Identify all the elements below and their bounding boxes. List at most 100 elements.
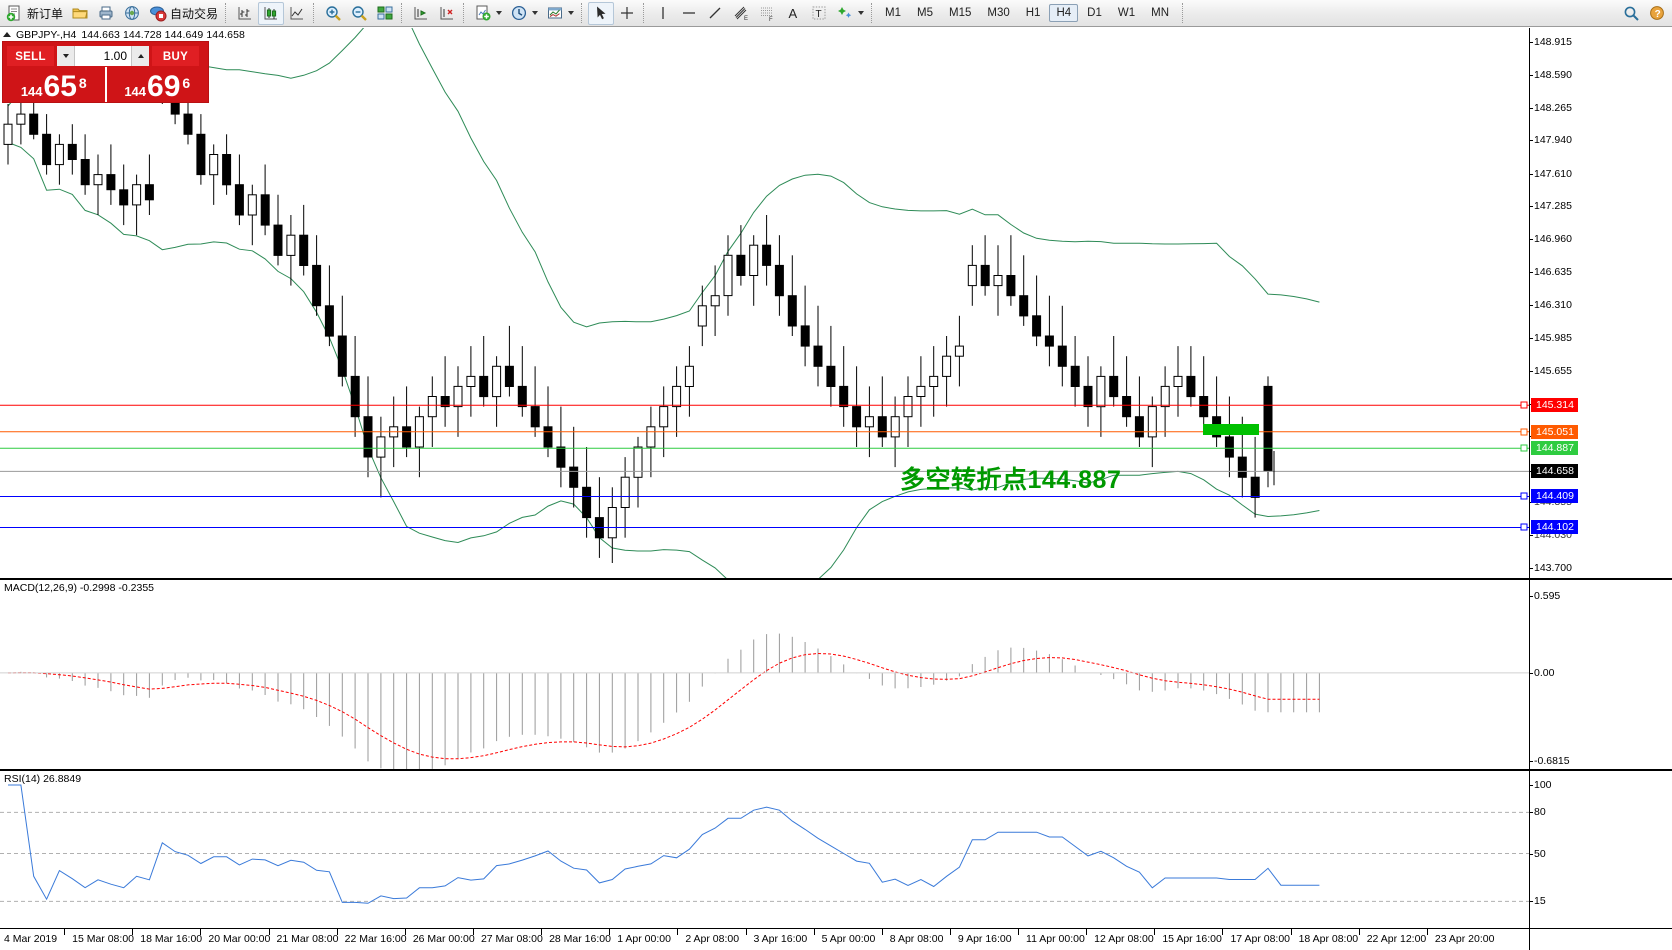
price-level-tag[interactable]: 145.051 — [1531, 424, 1578, 439]
time-tick-label: 27 Mar 08:00 — [480, 933, 543, 945]
sell-price-main: 65 — [43, 70, 77, 103]
zoom-in-button[interactable] — [320, 2, 346, 25]
help-icon: ? — [1648, 4, 1666, 22]
volume-dropdown-button[interactable] — [57, 46, 75, 66]
templates-button[interactable] — [542, 2, 578, 25]
bar-chart-button[interactable] — [232, 2, 258, 25]
price-tick: 147.940 — [1530, 134, 1572, 147]
timeframe-d1[interactable]: D1 — [1087, 7, 1102, 19]
time-tick-label: 23 Apr 20:00 — [1434, 933, 1495, 945]
vertical-line-button[interactable] — [650, 2, 676, 25]
sell-price-block[interactable]: 144 65 8 — [3, 67, 107, 102]
price-level-handle[interactable] — [1520, 492, 1528, 500]
price-tick: 146.310 — [1530, 298, 1572, 311]
time-tick-label: 18 Apr 08:00 — [1298, 933, 1359, 945]
price-level-handle[interactable] — [1520, 401, 1528, 409]
chevron-down-icon[interactable] — [568, 11, 575, 15]
price-level-handle[interactable] — [1520, 523, 1528, 531]
line-chart-button[interactable] — [284, 2, 310, 25]
timeframe-h1[interactable]: H1 — [1025, 7, 1041, 19]
globe-button[interactable] — [119, 2, 145, 25]
one-click-trade-panel[interactable]: SELL 1.00 BUY 144 65 8 144 69 6 — [3, 42, 208, 102]
period-button[interactable] — [506, 2, 542, 25]
symbol-period-label: GBPJPY-,H4 — [16, 28, 77, 41]
sell-button[interactable]: SELL — [7, 46, 54, 66]
shift-end-button[interactable] — [408, 2, 434, 25]
label-button[interactable]: T — [806, 2, 832, 25]
fibonacci-button[interactable]: F — [754, 2, 780, 25]
text-button[interactable]: A — [780, 2, 806, 25]
timeframe-m15[interactable]: M15 — [949, 7, 972, 19]
timeframe-mn[interactable]: MN — [1151, 7, 1169, 19]
print-icon — [97, 4, 115, 22]
rsi-axis[interactable]: 100 80 50 15 — [1529, 769, 1672, 928]
symbol-bar: GBPJPY-,H4 144.663 144.728 144.649 144.6… — [0, 28, 1524, 41]
volume-stepper[interactable]: 1.00 — [57, 46, 149, 66]
timeframe-m5[interactable]: M5 — [917, 7, 933, 19]
add-indicator-button[interactable] — [470, 2, 506, 25]
print-button[interactable] — [93, 2, 119, 25]
chart-area[interactable]: 多空转折点144.887 148.915 148.590 148.265 147.94… — [0, 28, 1672, 950]
price-level-tag[interactable]: 144.658 — [1531, 464, 1578, 479]
price-pane[interactable]: 多空转折点144.887 — [0, 28, 1529, 578]
rsi-pane[interactable]: RSI(14) 26.8849 — [0, 769, 1529, 928]
time-axis[interactable]: 4 Mar 2019 15 Mar 08:00 18 Mar 16:00 20 Mar… — [0, 928, 1529, 950]
trade-prices-row: 144 65 8 144 69 6 — [3, 67, 208, 102]
price-tick: 143.700 — [1530, 562, 1572, 574]
macd-axis[interactable]: 0.595 0.00 -0.6815 — [1529, 578, 1672, 769]
macd-title: MACD(12,26,9) -0.2998 -0.2355 — [4, 582, 154, 594]
shapes-button[interactable] — [832, 2, 868, 25]
price-axis[interactable]: 148.915 148.590 148.265 147.940 147.610 147.2… — [1529, 28, 1672, 578]
timeframe-w1[interactable]: W1 — [1117, 7, 1136, 19]
add-indicator-icon — [474, 4, 492, 22]
rsi-line — [8, 784, 1320, 904]
new-order-button[interactable]: 新订单 — [2, 2, 67, 25]
price-level-handle[interactable] — [1520, 428, 1528, 436]
help-button[interactable]: ? — [1644, 2, 1670, 25]
time-tick-mark — [1222, 929, 1224, 935]
zoom-out-button[interactable] — [346, 2, 372, 25]
search-button[interactable] — [1618, 2, 1644, 25]
time-tick-label: 22 Apr 12:00 — [1366, 933, 1427, 945]
rsi-tick: 50 — [1530, 847, 1546, 860]
fibonacci-icon: F — [758, 4, 776, 23]
candle-chart-icon — [262, 4, 280, 22]
buy-button[interactable]: BUY — [152, 46, 199, 66]
price-tick: 147.610 — [1530, 167, 1572, 180]
time-tick-mark — [1154, 929, 1156, 935]
price-plot — [0, 28, 1529, 578]
trendline-icon — [706, 4, 724, 22]
price-level-tag[interactable]: 144.409 — [1531, 489, 1578, 504]
chevron-down-icon[interactable] — [532, 11, 539, 15]
price-level-tag[interactable]: 144.887 — [1531, 441, 1578, 456]
autotrade-button[interactable]: 自动交易 — [145, 2, 222, 25]
timeframe-m30[interactable]: M30 — [987, 7, 1010, 19]
timeframe-m1[interactable]: M1 — [885, 7, 902, 19]
equidistant-channel-button[interactable]: E — [728, 2, 754, 25]
tile-windows-button[interactable] — [372, 2, 398, 25]
turning-point-highlight — [1203, 424, 1259, 435]
time-tick-label: 11 Apr 00:00 — [1026, 933, 1085, 945]
volume-increment-button[interactable] — [131, 46, 149, 66]
timeframe-h4[interactable]: H4 — [1049, 4, 1079, 22]
price-level-tag[interactable]: 144.102 — [1531, 520, 1578, 535]
price-level-handle[interactable] — [1520, 444, 1528, 452]
macd-pane[interactable]: MACD(12,26,9) -0.2998 -0.2355 — [0, 578, 1529, 771]
folder-button[interactable] — [67, 2, 93, 25]
buy-price-block[interactable]: 144 69 6 — [107, 67, 209, 102]
auto-scroll-button[interactable] — [434, 2, 460, 25]
chevron-down-icon[interactable] — [858, 11, 865, 15]
price-level-tag[interactable]: 145.314 — [1531, 398, 1578, 413]
time-tick-mark — [200, 929, 202, 935]
time-tick-label: 20 Mar 00:00 — [208, 933, 271, 945]
horizontal-line-button[interactable] — [676, 2, 702, 25]
candle-chart-button[interactable] — [258, 1, 285, 25]
collapse-icon[interactable] — [3, 32, 11, 37]
time-tick-mark — [745, 929, 747, 935]
crosshair-button[interactable] — [614, 2, 640, 25]
volume-value[interactable]: 1.00 — [103, 49, 127, 63]
chevron-down-icon[interactable] — [496, 11, 503, 15]
trendline-button[interactable] — [702, 2, 728, 25]
time-tick-label: 17 Apr 08:00 — [1230, 933, 1291, 945]
cursor-button[interactable] — [588, 1, 615, 25]
